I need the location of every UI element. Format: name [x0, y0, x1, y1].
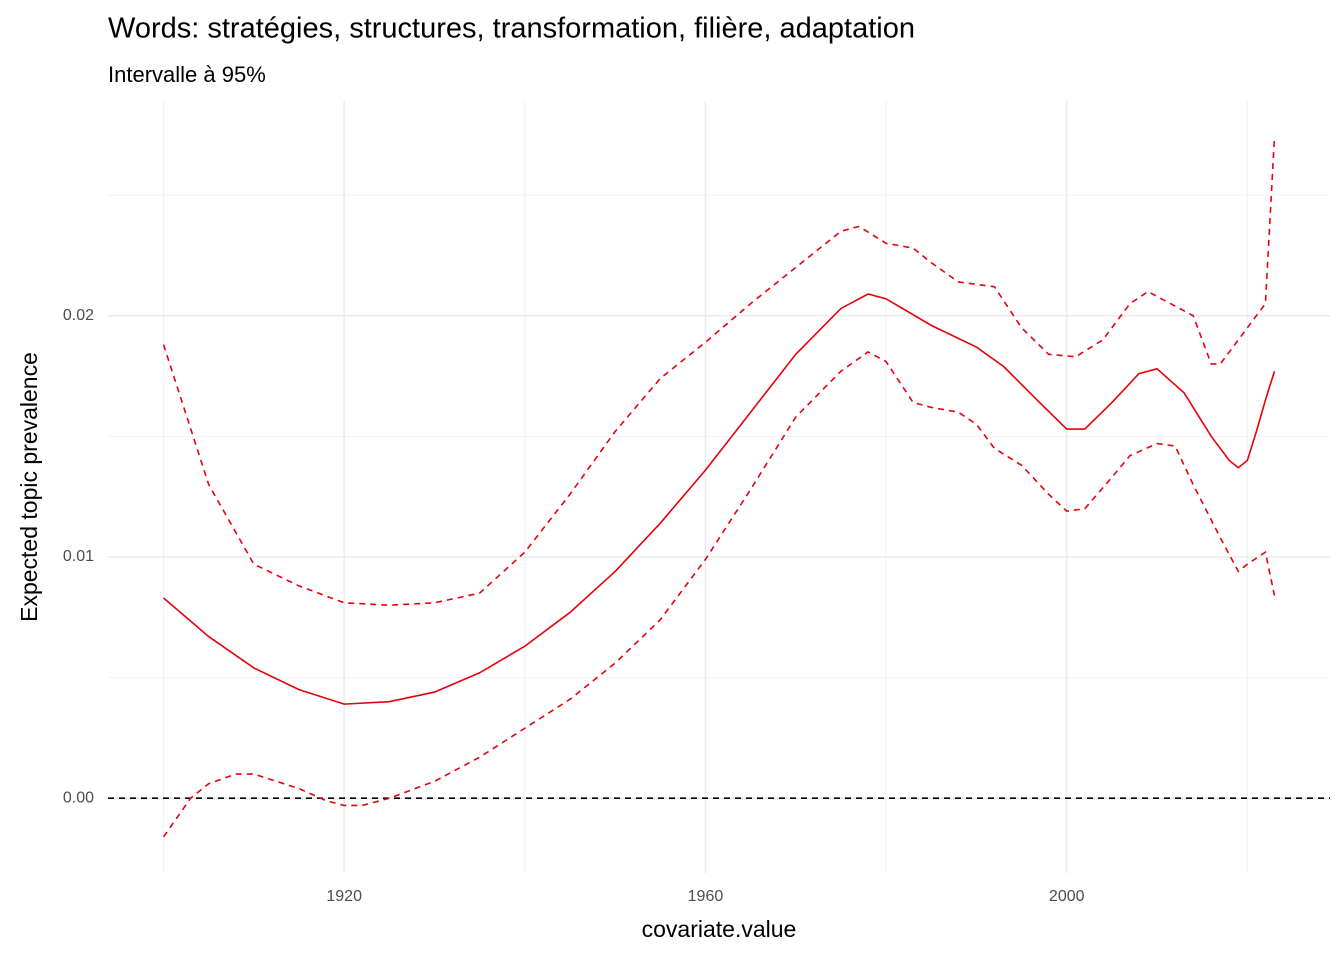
- x-axis-label: covariate.value: [642, 916, 797, 942]
- y-tick-label: 0.01: [63, 548, 94, 565]
- x-tick-label: 1920: [326, 888, 362, 905]
- y-tick-label: 0.00: [63, 789, 94, 806]
- confidence-bound: [162, 137, 1276, 607]
- chart-subtitle: Intervalle à 95%: [108, 62, 266, 87]
- y-axis-label: Expected topic prevalence: [16, 352, 42, 622]
- x-tick-label: 2000: [1049, 888, 1085, 905]
- estimate-line: [163, 293, 1276, 705]
- x-tick-label: 1960: [688, 888, 724, 905]
- y-tick-label: 0.02: [63, 307, 94, 324]
- confidence-bound: [162, 350, 1276, 838]
- chart-title: Words: stratégies, structures, transform…: [108, 13, 915, 45]
